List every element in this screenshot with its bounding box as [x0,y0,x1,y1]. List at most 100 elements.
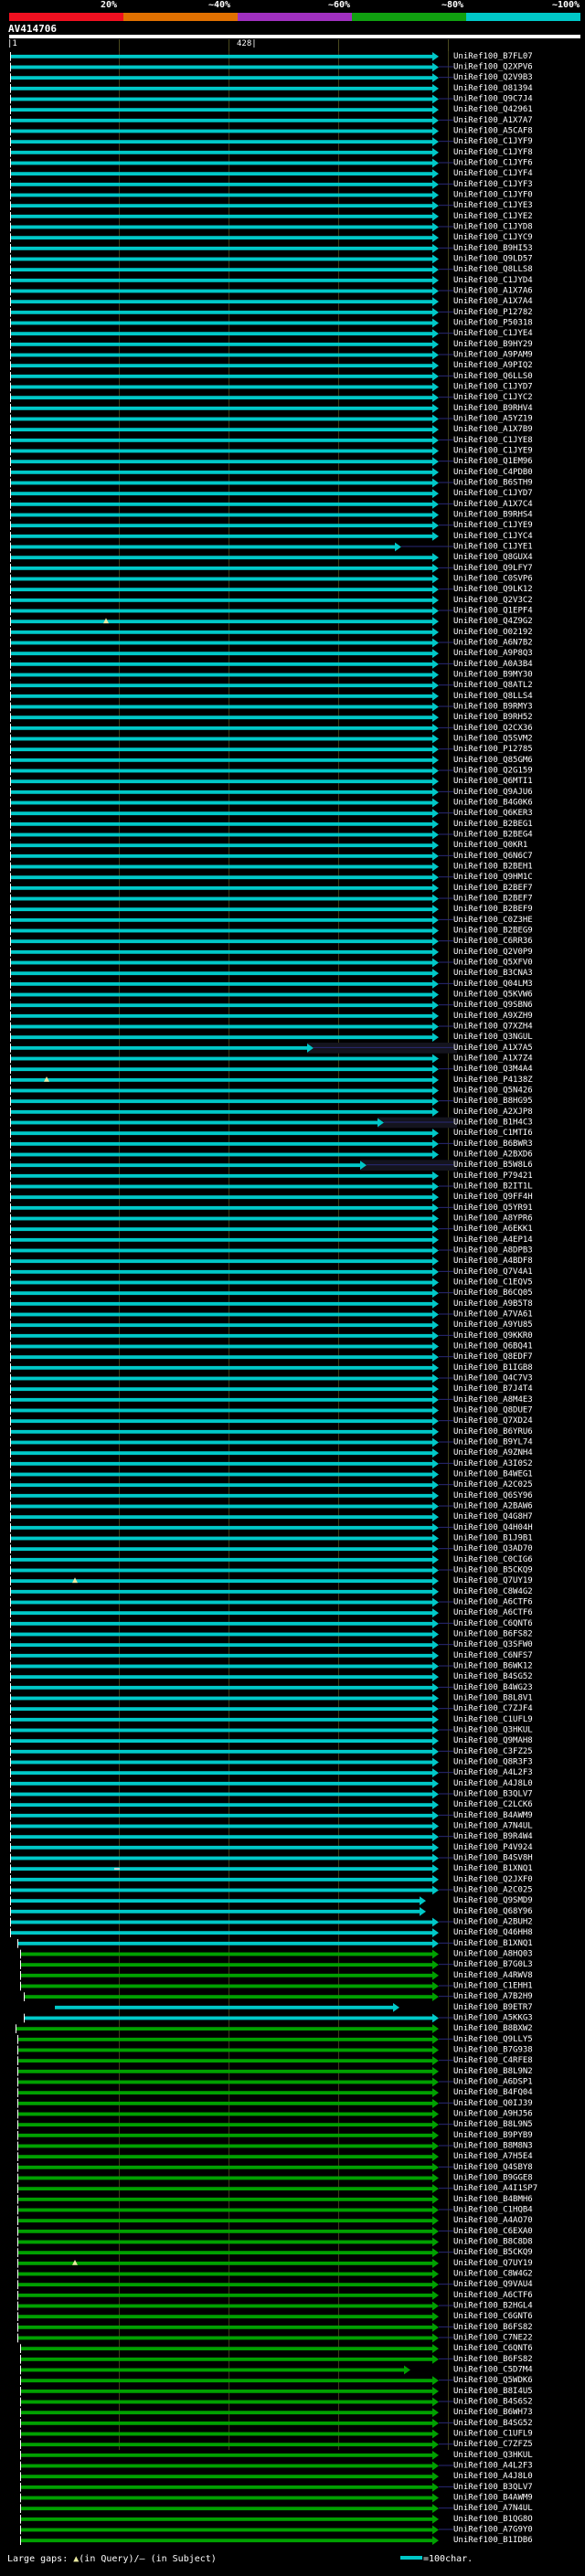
hsp-bar[interactable] [10,971,432,976]
hit-accession-label[interactable]: UniRef100_C1UFL9 [453,1714,533,1724]
hsp-bar[interactable] [21,2368,404,2372]
alignment-row[interactable]: UniRef100_C1JYE3 [0,200,585,211]
hsp-bar[interactable] [10,620,432,624]
hsp-bar[interactable] [21,2475,432,2479]
hit-accession-label[interactable]: UniRef100_Q4C7V3 [453,1373,533,1383]
hit-accession-label[interactable]: UniRef100_B4AWM9 [453,1810,533,1820]
hit-accession-label[interactable]: UniRef100_C1JYE8 [453,435,533,445]
hit-accession-label[interactable]: UniRef100_B1J9B1 [453,1533,533,1543]
alignment-row[interactable]: UniRef100_B2BEF9 [0,904,585,915]
hit-accession-label[interactable]: UniRef100_Q8DUE7 [453,1405,533,1415]
hsp-bar[interactable] [10,1248,432,1253]
alignment-row[interactable]: UniRef100_A9ZNH4 [0,1447,585,1458]
hit-accession-label[interactable]: UniRef100_Q2G159 [453,766,533,776]
hsp-bar[interactable] [17,2155,432,2159]
hsp-bar[interactable] [10,1579,432,1584]
hsp-bar[interactable] [10,1259,432,1264]
alignment-row[interactable]: UniRef100_A6CTF6 [0,1607,585,1618]
alignment-row[interactable]: UniRef100_A9XZH9 [0,1011,585,1022]
hsp-bar[interactable] [10,76,432,80]
alignment-row[interactable]: UniRef100_Q9AJU6 [0,787,585,798]
hsp-bar[interactable] [21,2411,432,2415]
hsp-bar[interactable] [17,2080,432,2084]
hit-accession-label[interactable]: UniRef100_A0A3B4 [453,659,533,669]
hsp-bar[interactable] [10,257,432,261]
hsp-bar[interactable] [10,1237,432,1242]
alignment-row[interactable]: UniRef100_B6FS82 [0,2354,585,2365]
hit-accession-label[interactable]: UniRef100_B1IGB8 [453,1362,533,1373]
hit-accession-label[interactable]: UniRef100_Q9SBN6 [453,1001,533,1011]
hsp-bar[interactable] [10,1547,432,1552]
alignment-row[interactable]: UniRef100_B4G0K6 [0,798,585,809]
hit-accession-label[interactable]: UniRef100_Q9SMD9 [453,1896,533,1906]
alignment-row[interactable]: UniRef100_Q2JXF0 [0,1874,585,1885]
hit-accession-label[interactable]: UniRef100_B8C8D8 [453,2237,533,2247]
alignment-row[interactable]: UniRef100_A8M4E3 [0,1394,585,1405]
hit-accession-label[interactable]: UniRef100_A2BUH2 [453,1917,533,1927]
hsp-bar[interactable] [10,1408,432,1413]
hsp-bar[interactable] [10,907,432,912]
hsp-bar[interactable] [10,364,432,368]
hit-accession-label[interactable]: UniRef100_B5W8L6 [453,1161,533,1171]
alignment-row[interactable]: UniRef100_Q2V3C2 [0,595,585,606]
hit-accession-label[interactable]: UniRef100_A5CAF8 [453,126,533,136]
hit-accession-label[interactable]: UniRef100_A8YPR6 [453,1214,533,1224]
hit-accession-label[interactable]: UniRef100_B4SV8H [453,1853,533,1863]
hsp-bar[interactable] [10,54,432,58]
hit-accession-label[interactable]: UniRef100_C5D7M4 [453,2365,533,2375]
alignment-row[interactable]: UniRef100_B8C8D8 [0,2237,585,2248]
hsp-bar[interactable] [10,1771,432,1776]
hit-accession-label[interactable]: UniRef100_Q9LFY7 [453,563,533,573]
hit-accession-label[interactable]: UniRef100_C1JYF6 [453,158,533,168]
hsp-bar[interactable] [10,1461,432,1466]
hit-accession-label[interactable]: UniRef100_B2BEG1 [453,819,533,829]
hit-accession-label[interactable]: UniRef100_B7G0L3 [453,1960,533,1970]
hsp-bar[interactable] [10,811,432,816]
hsp-bar[interactable] [10,1760,432,1765]
alignment-row[interactable]: UniRef100_B9PYB9 [0,2130,585,2141]
alignment-row[interactable]: UniRef100_B4SG52 [0,2418,585,2429]
hit-accession-label[interactable]: UniRef100_C1JYD8 [453,222,533,232]
alignment-row[interactable]: UniRef100_Q9LLY5 [0,2034,585,2045]
alignment-row[interactable]: UniRef100_B9HY29 [0,339,585,350]
hsp-bar[interactable] [10,1621,432,1626]
alignment-row[interactable]: UniRef100_C1JYF8 [0,147,585,158]
alignment-row[interactable]: UniRef100_B6BWR3 [0,1139,585,1150]
hit-accession-label[interactable]: UniRef100_Q9LLY5 [453,2034,533,2044]
hit-accession-label[interactable]: UniRef100_B9RHS4 [453,510,533,520]
hsp-bar[interactable] [17,1941,432,1945]
hsp-bar[interactable] [10,353,432,357]
hsp-bar[interactable] [17,2101,432,2105]
hsp-bar[interactable] [10,577,432,581]
alignment-row[interactable]: UniRef100_Q6LLS0 [0,371,585,382]
hit-accession-label[interactable]: UniRef100_C1JYF0 [453,190,533,200]
hsp-bar[interactable] [21,2539,432,2543]
hsp-bar[interactable] [10,1728,432,1733]
hsp-bar[interactable] [10,246,432,250]
hsp-bar[interactable] [10,1163,360,1168]
alignment-row[interactable]: UniRef100_B2BEF7 [0,894,585,905]
hsp-bar[interactable] [10,1888,432,1892]
alignment-row[interactable]: UniRef100_C6RR36 [0,936,585,947]
hsp-bar[interactable] [21,1963,432,1967]
hsp-bar[interactable] [21,1973,432,1977]
hit-accession-label[interactable]: UniRef100_C6RR36 [453,937,533,947]
alignment-row[interactable]: UniRef100_B7FL07 [0,51,585,62]
hsp-bar[interactable] [10,843,432,848]
alignment-row[interactable]: UniRef100_Q9MAH8 [0,1735,585,1746]
hit-accession-label[interactable]: UniRef100_A9PIQ2 [453,361,533,371]
hsp-bar[interactable] [10,1803,432,1807]
hsp-bar[interactable] [10,193,432,197]
alignment-row[interactable]: UniRef100_C1JYE4 [0,328,585,339]
hsp-bar[interactable] [10,1685,432,1690]
hsp-bar[interactable] [10,1440,432,1445]
alignment-row[interactable]: UniRef100_Q9LFY7 [0,563,585,574]
alignment-row[interactable]: UniRef100_Q6SY96 [0,1490,585,1501]
alignment-row[interactable]: UniRef100_B4AWM9 [0,2493,585,2504]
hit-accession-label[interactable]: UniRef100_Q7UY19 [453,1576,533,1586]
hsp-bar[interactable] [10,1141,432,1146]
alignment-row[interactable]: UniRef100_C1JYF9 [0,136,585,147]
hsp-bar[interactable] [10,1227,432,1232]
alignment-row[interactable]: UniRef100_Q1EM96 [0,456,585,467]
hit-accession-label[interactable]: UniRef100_C1JYF4 [453,169,533,179]
